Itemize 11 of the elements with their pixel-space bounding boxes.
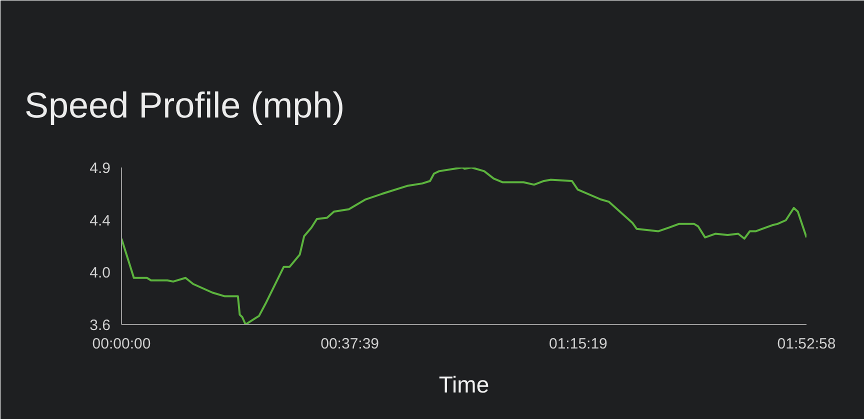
chart-title: Speed Profile (mph) [24, 84, 345, 126]
y-tick-label: 4.9 [90, 160, 111, 177]
x-tick-label: 00:00:00 [92, 336, 151, 352]
line-series [122, 168, 806, 324]
x-tick-label: 01:15:19 [549, 336, 608, 352]
x-tick-label: 00:37:39 [320, 336, 380, 352]
y-tick-label: 4.0 [90, 264, 111, 282]
x-axis-title: Time [438, 372, 490, 398]
y-tick-label: 4.4 [90, 212, 111, 230]
y-tick-label: 3.6 [90, 317, 111, 334]
x-tick-label: 01:52:58 [777, 336, 836, 352]
